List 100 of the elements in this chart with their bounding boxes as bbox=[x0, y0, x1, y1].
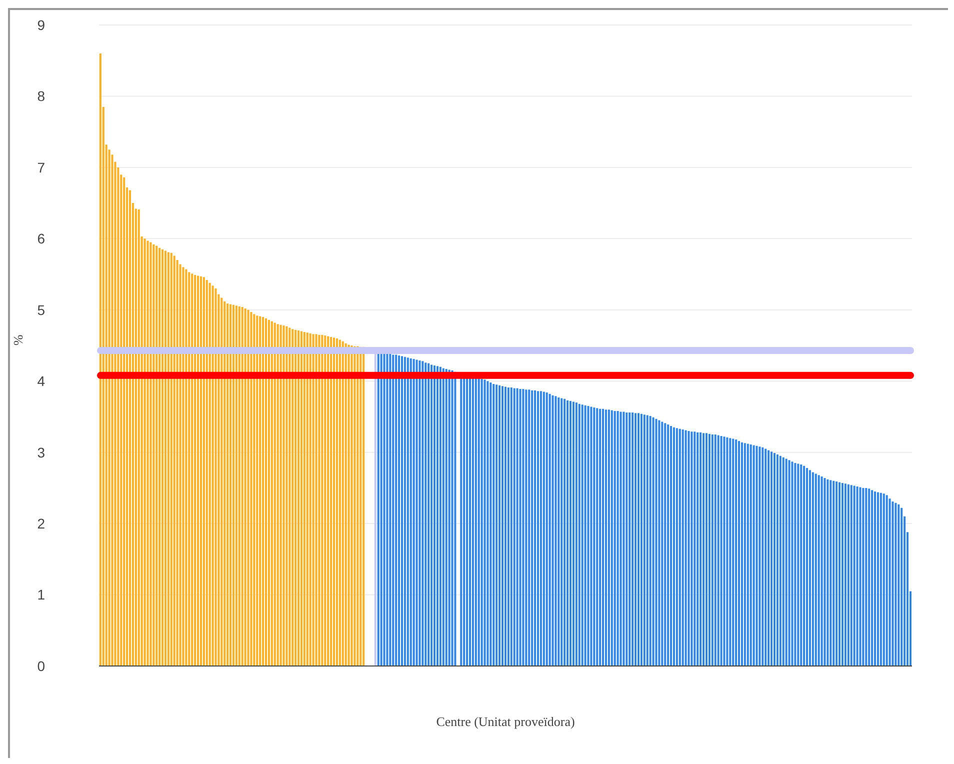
bar bbox=[392, 354, 394, 666]
bar bbox=[649, 416, 652, 666]
bar bbox=[773, 453, 776, 666]
bar bbox=[738, 440, 740, 666]
bar bbox=[212, 286, 214, 666]
bar bbox=[652, 417, 654, 666]
bar bbox=[898, 504, 900, 666]
bar bbox=[354, 346, 356, 666]
bar bbox=[158, 248, 161, 666]
bar bbox=[235, 306, 238, 666]
bar bbox=[785, 458, 788, 666]
bar bbox=[400, 356, 403, 666]
bar bbox=[303, 332, 306, 666]
bar bbox=[173, 256, 176, 666]
bar bbox=[678, 428, 681, 666]
bar bbox=[868, 488, 870, 666]
bar bbox=[548, 394, 551, 666]
bar bbox=[327, 336, 330, 666]
bar bbox=[434, 365, 436, 666]
bar bbox=[315, 334, 318, 666]
bar bbox=[575, 402, 578, 666]
bar bbox=[540, 391, 542, 666]
bar bbox=[484, 380, 486, 666]
bar bbox=[412, 359, 415, 666]
bar bbox=[880, 492, 882, 666]
bar bbox=[770, 452, 773, 666]
bar bbox=[682, 430, 684, 666]
bar bbox=[756, 446, 758, 666]
bar bbox=[318, 334, 320, 666]
y-tick-label: 4 bbox=[37, 373, 46, 390]
bar bbox=[732, 438, 734, 666]
bar bbox=[224, 301, 226, 666]
bar bbox=[416, 360, 418, 666]
bar bbox=[694, 432, 696, 666]
bar bbox=[241, 307, 244, 666]
bar bbox=[418, 360, 421, 666]
bar bbox=[486, 381, 489, 666]
bar bbox=[886, 495, 888, 666]
bar bbox=[513, 388, 516, 666]
bar bbox=[862, 488, 864, 666]
bar bbox=[711, 434, 714, 666]
bar bbox=[794, 463, 796, 666]
bar bbox=[525, 390, 528, 666]
bar bbox=[570, 401, 572, 666]
bar bbox=[536, 391, 539, 666]
bar bbox=[428, 363, 430, 666]
bar bbox=[554, 396, 557, 666]
bar bbox=[782, 457, 784, 666]
y-tick-label: 9 bbox=[37, 16, 46, 33]
bar bbox=[729, 438, 732, 666]
bar bbox=[430, 364, 433, 666]
bar bbox=[516, 388, 518, 666]
bar bbox=[253, 314, 256, 666]
bar bbox=[99, 53, 102, 666]
bar bbox=[188, 272, 190, 666]
x-axis-title: Centre (Unitat proveïdora) bbox=[436, 714, 575, 729]
bar bbox=[643, 414, 646, 666]
bar bbox=[389, 354, 392, 666]
bar bbox=[803, 466, 806, 666]
bar bbox=[262, 317, 264, 666]
bar bbox=[129, 190, 132, 666]
bar bbox=[451, 370, 454, 666]
bar bbox=[714, 434, 716, 666]
bar bbox=[865, 488, 868, 666]
bar bbox=[274, 322, 276, 666]
bar bbox=[726, 437, 728, 666]
bar bbox=[270, 321, 273, 666]
bar bbox=[593, 407, 596, 666]
bar bbox=[628, 412, 631, 666]
bar bbox=[306, 332, 308, 666]
bar bbox=[265, 318, 267, 666]
bar bbox=[162, 249, 164, 666]
bar bbox=[294, 330, 297, 666]
bar bbox=[882, 494, 885, 666]
bar bbox=[820, 476, 823, 666]
bar bbox=[684, 430, 687, 666]
bar bbox=[632, 412, 634, 666]
bar bbox=[498, 385, 501, 666]
bar bbox=[356, 346, 359, 666]
bar bbox=[330, 336, 332, 666]
bar bbox=[797, 464, 800, 666]
bar bbox=[758, 446, 761, 666]
bar bbox=[256, 316, 258, 666]
y-tick-label: 1 bbox=[37, 586, 46, 603]
bar bbox=[238, 306, 240, 666]
bar bbox=[708, 434, 710, 666]
bar bbox=[214, 288, 217, 666]
bar bbox=[179, 264, 182, 666]
bar bbox=[230, 304, 232, 666]
bar bbox=[720, 436, 722, 666]
bar bbox=[900, 508, 903, 666]
bar bbox=[853, 486, 856, 666]
bar bbox=[247, 310, 250, 666]
bar bbox=[626, 412, 628, 666]
bar bbox=[138, 209, 140, 666]
bar bbox=[836, 482, 838, 666]
bar bbox=[578, 404, 580, 666]
bar bbox=[602, 408, 604, 666]
bar bbox=[502, 386, 504, 666]
bar bbox=[504, 386, 506, 666]
